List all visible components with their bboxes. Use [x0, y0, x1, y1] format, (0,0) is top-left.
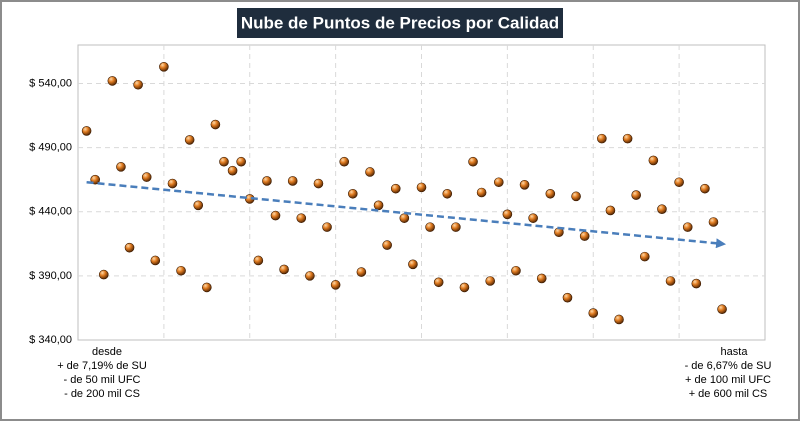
- trendline: [86, 180, 727, 249]
- scatter-point: [382, 240, 392, 250]
- scatter-point: [365, 167, 375, 177]
- annotation-right: + de 100 mil UFC: [685, 374, 771, 386]
- scatter-point: [227, 165, 238, 176]
- scatter-point: [691, 278, 702, 289]
- y-tick-label: $ 340,00: [29, 334, 72, 346]
- scatter-point: [433, 277, 444, 288]
- scatter-point: [511, 265, 521, 276]
- scatter-point: [270, 210, 281, 221]
- scatter-point: [502, 209, 513, 220]
- scatter-point: [339, 156, 350, 167]
- scatter-point: [124, 242, 135, 253]
- scatter-point: [614, 314, 624, 325]
- scatter-point: [356, 267, 367, 277]
- scatter-point: [167, 178, 178, 189]
- annotation-right: - de 6,67% de SU: [685, 360, 772, 372]
- scatter-point: [536, 273, 547, 284]
- scatter-point: [545, 188, 556, 199]
- scatter-point: [107, 76, 118, 86]
- y-tick-label: $ 490,00: [29, 142, 72, 154]
- scatter-point: [717, 304, 727, 315]
- y-tick-label: $ 390,00: [29, 270, 72, 282]
- annotation-right: hasta: [721, 346, 749, 358]
- chart-title: Nube de Puntos de Precios por Calidad: [241, 13, 559, 32]
- scatter-point: [81, 126, 92, 136]
- scatter-point: [330, 280, 341, 290]
- scatter-point: [631, 190, 641, 200]
- scatter-point: [193, 200, 204, 211]
- annotation-left: desde: [92, 346, 122, 358]
- scatter-point: [451, 222, 461, 232]
- scatter-point: [141, 172, 152, 182]
- scatter-point: [579, 231, 590, 241]
- scatter-point: [202, 282, 212, 293]
- scatter-point: [296, 213, 307, 223]
- scatter-point: [588, 308, 599, 318]
- scatter-point: [416, 182, 427, 193]
- scatter-point: [708, 217, 719, 227]
- y-tick-label: $ 540,00: [29, 77, 72, 89]
- scatter-point: [459, 282, 470, 293]
- annotation-left: + de 7,19% de SU: [57, 360, 147, 372]
- y-tick-label: $ 440,00: [29, 206, 72, 218]
- scatter-point: [159, 62, 169, 72]
- scatter-point: [476, 187, 487, 198]
- scatter-point: [442, 188, 453, 199]
- scatter-point: [313, 178, 324, 189]
- scatter-point: [305, 271, 315, 281]
- scatter-point: [622, 133, 633, 144]
- scatter-point: [322, 222, 332, 232]
- annotation-left: - de 200 mil CS: [64, 388, 140, 400]
- scatter-point: [571, 191, 581, 202]
- scatter-point: [390, 183, 401, 194]
- annotation-left: - de 50 mil UFC: [63, 374, 140, 386]
- scatter-point: [184, 135, 195, 145]
- scatter-point: [597, 133, 607, 144]
- scatter-point: [562, 292, 573, 303]
- scatter-point: [485, 276, 496, 286]
- scatter-point: [287, 176, 298, 186]
- scatter-point: [253, 255, 264, 266]
- scatter-point: [639, 251, 650, 262]
- title-box: [237, 8, 563, 38]
- annotation-right: + de 600 mil CS: [689, 388, 768, 400]
- scatter-point: [425, 222, 435, 232]
- scatter-point: [133, 79, 143, 90]
- scatter-point: [657, 204, 667, 214]
- scatter-point: [236, 156, 246, 167]
- scatter-point: [279, 264, 289, 275]
- scatter-point: [262, 176, 272, 186]
- scatter-point: [219, 156, 229, 167]
- scatter-point: [210, 119, 221, 130]
- scatter-point: [700, 183, 710, 194]
- scatter-point: [528, 213, 538, 223]
- scatter-point: [682, 222, 693, 232]
- scatter-point: [605, 205, 616, 216]
- scatter-point: [665, 276, 676, 286]
- scatter-point: [468, 156, 478, 167]
- scatter-point: [408, 259, 418, 270]
- scatter-point: [347, 188, 358, 199]
- scatter-point: [373, 200, 384, 211]
- scatter-point: [674, 177, 684, 188]
- scatter-point: [493, 177, 504, 188]
- scatter-point: [399, 213, 410, 223]
- scatter-point: [98, 269, 109, 280]
- scatter-point: [150, 255, 161, 266]
- scatter-point: [648, 155, 659, 166]
- scatter-point: [176, 265, 186, 276]
- scatter-point: [519, 180, 530, 190]
- scatter-point: [116, 162, 126, 172]
